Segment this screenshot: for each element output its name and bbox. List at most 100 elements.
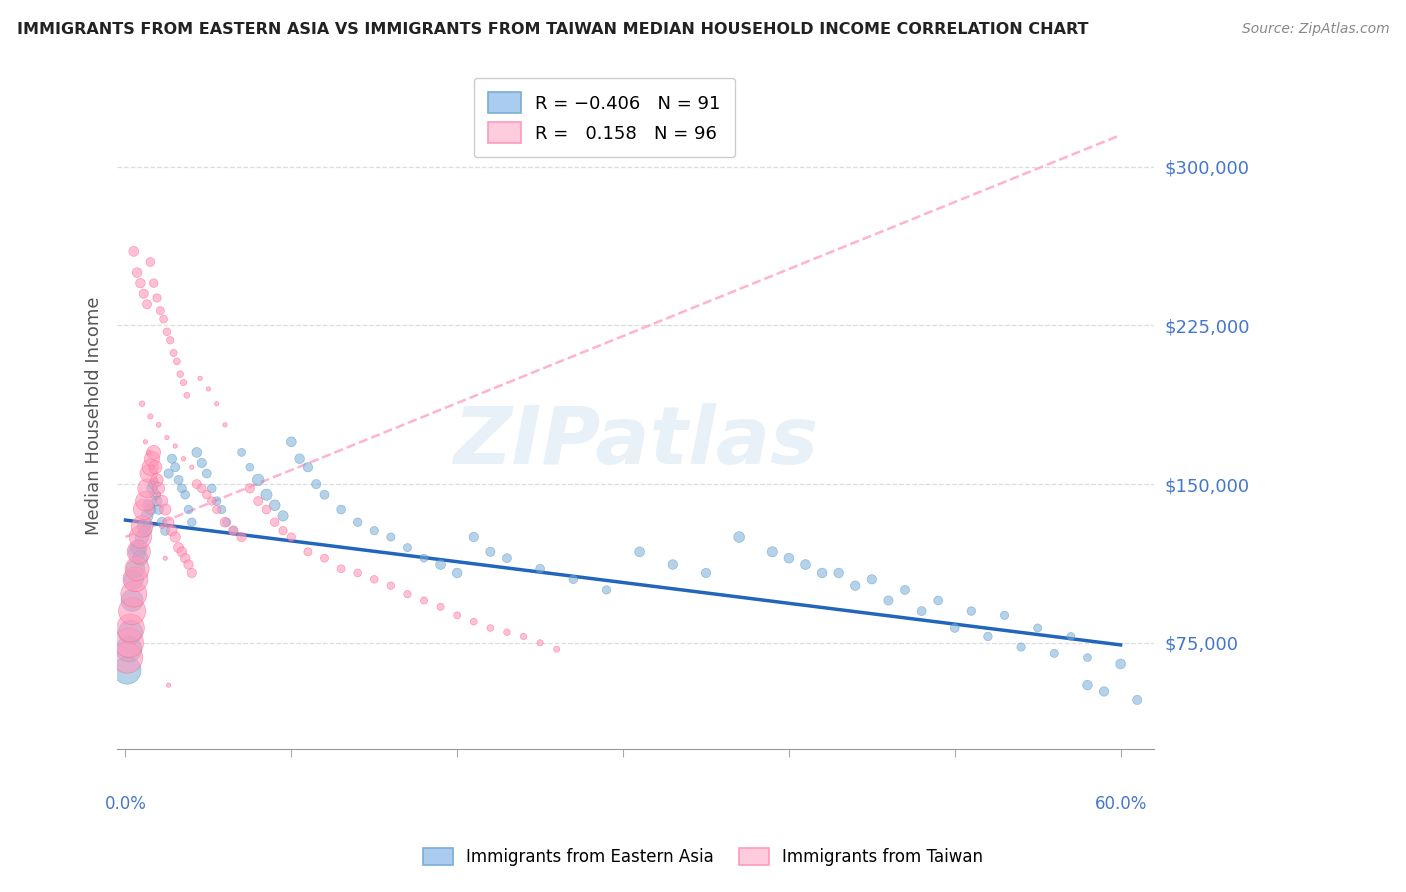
Point (156, 431, 179, 445)
Point (330, 502, 353, 516)
Point (165, 460, 187, 475)
Point (177, 502, 200, 516)
Point (463, 615, 485, 629)
Point (174, 551, 197, 566)
Y-axis label: Median Household Income: Median Household Income (86, 296, 103, 534)
Point (214, 417, 236, 432)
Point (314, 551, 336, 566)
Point (546, 642, 568, 657)
Point (141, 481, 163, 495)
Point (910, 604, 932, 618)
Point (159, 333, 181, 347)
Text: IMMIGRANTS FROM EASTERN ASIA VS IMMIGRANTS FROM TAIWAN MEDIAN HOUSEHOLD INCOME C: IMMIGRANTS FROM EASTERN ASIA VS IMMIGRAN… (17, 22, 1088, 37)
Point (128, 541, 150, 555)
Point (170, 545, 193, 559)
Point (155, 502, 177, 516)
Point (280, 434, 302, 449)
Point (330, 562, 353, 576)
Point (120, 625, 142, 640)
Point (288, 451, 311, 466)
Point (1109, 657, 1132, 671)
Point (143, 488, 166, 502)
Point (463, 530, 485, 544)
Point (138, 498, 160, 512)
Point (396, 587, 419, 601)
Point (139, 409, 162, 424)
Point (1026, 621, 1049, 635)
Point (778, 551, 800, 566)
Point (167, 473, 190, 487)
Point (197, 382, 219, 396)
Point (131, 397, 153, 411)
Point (529, 636, 551, 650)
Point (129, 530, 152, 544)
Point (142, 276, 165, 290)
Point (180, 515, 202, 529)
Point (363, 524, 385, 538)
Point (529, 562, 551, 576)
Point (195, 467, 218, 481)
Point (124, 572, 146, 586)
Point (314, 488, 336, 502)
Point (129, 276, 152, 290)
Point (695, 566, 717, 580)
Point (195, 488, 218, 502)
Point (479, 545, 502, 559)
Point (877, 593, 900, 607)
Point (136, 508, 159, 523)
Point (496, 625, 519, 640)
Point (191, 481, 214, 495)
Point (894, 582, 917, 597)
Point (201, 494, 224, 508)
Point (127, 562, 149, 576)
Point (346, 515, 368, 529)
Point (927, 593, 949, 607)
Point (118, 636, 141, 650)
Point (844, 579, 866, 593)
Point (131, 530, 153, 544)
Point (132, 502, 155, 516)
Point (186, 445, 208, 459)
Point (396, 541, 419, 555)
Point (122, 244, 145, 259)
Point (152, 312, 174, 326)
Point (512, 630, 534, 644)
Point (138, 467, 160, 481)
Point (139, 502, 162, 516)
Text: ZIPatlas: ZIPatlas (453, 403, 818, 481)
Point (134, 494, 156, 508)
Point (124, 562, 146, 576)
Point (150, 519, 173, 533)
Point (134, 434, 156, 449)
Point (247, 473, 270, 487)
Text: Source: ZipAtlas.com: Source: ZipAtlas.com (1241, 22, 1389, 37)
Point (148, 488, 170, 502)
Point (479, 621, 502, 635)
Point (205, 397, 228, 411)
Point (157, 678, 180, 692)
Point (160, 451, 183, 466)
Point (170, 481, 193, 495)
Point (346, 566, 368, 580)
Point (960, 604, 983, 618)
Point (993, 608, 1015, 623)
Point (231, 530, 253, 544)
Point (811, 566, 834, 580)
Point (149, 303, 172, 318)
Point (150, 515, 173, 529)
Point (496, 551, 519, 566)
Point (173, 376, 195, 390)
Point (180, 460, 202, 475)
Point (156, 325, 179, 339)
Point (157, 515, 180, 529)
Point (160, 524, 183, 538)
Point (134, 524, 156, 538)
Point (136, 297, 159, 311)
Point (943, 621, 966, 635)
Point (148, 502, 170, 516)
Point (761, 545, 783, 559)
Legend: R = −0.406   N = 91, R =   0.158   N = 96: R = −0.406 N = 91, R = 0.158 N = 96 (474, 78, 735, 158)
Point (628, 545, 651, 559)
Point (562, 572, 585, 586)
Point (186, 477, 208, 491)
